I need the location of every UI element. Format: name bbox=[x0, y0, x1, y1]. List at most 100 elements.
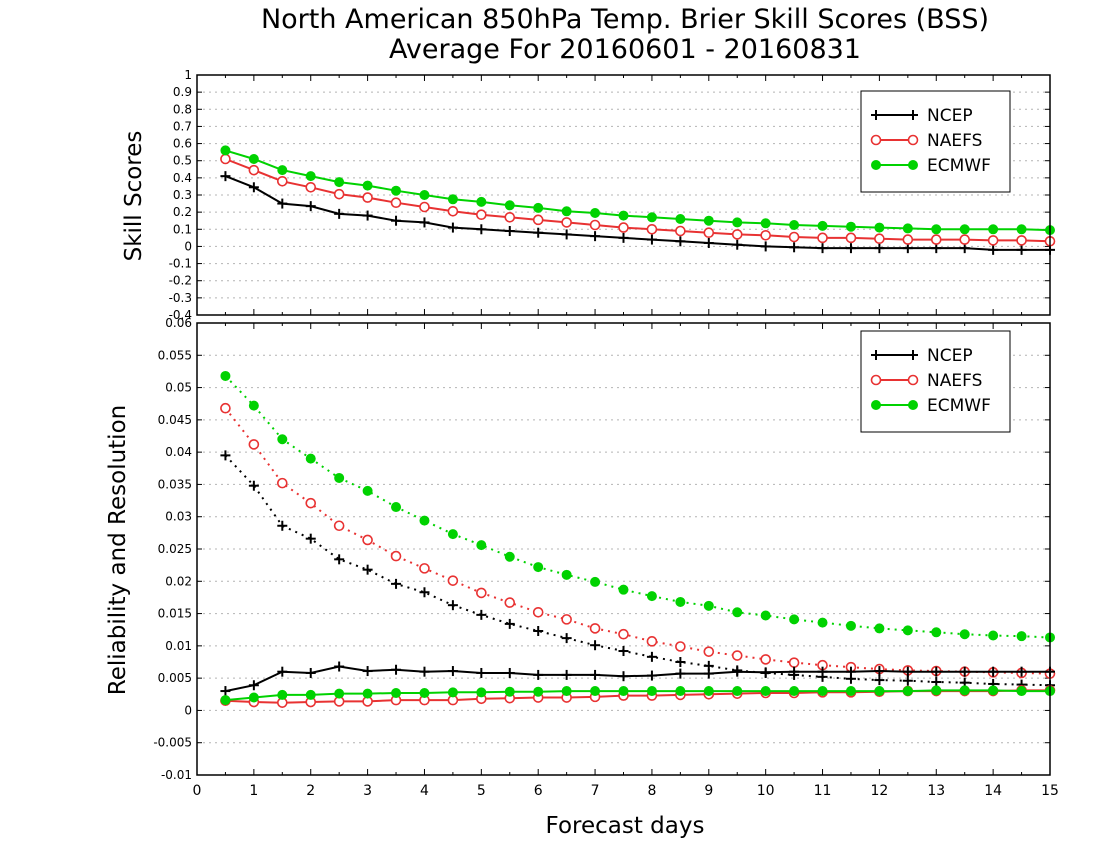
data-point bbox=[902, 234, 914, 245]
data-point bbox=[248, 692, 259, 703]
data-point bbox=[959, 666, 970, 677]
chart-title-line1: North American 850hPa Temp. Brier Skill … bbox=[261, 4, 989, 35]
data-point bbox=[533, 686, 544, 697]
data-point bbox=[1016, 235, 1027, 246]
legend-label: NCEP bbox=[927, 346, 973, 366]
data-point bbox=[1016, 686, 1027, 697]
data-point bbox=[590, 576, 601, 587]
data-point bbox=[561, 614, 572, 625]
x-tick-label: 14 bbox=[984, 783, 1002, 799]
data-point bbox=[362, 192, 373, 203]
data-point bbox=[988, 630, 999, 641]
data-point bbox=[362, 180, 373, 191]
data-point bbox=[817, 666, 828, 677]
data-point bbox=[760, 218, 771, 229]
data-point bbox=[618, 584, 629, 595]
data-point bbox=[561, 569, 572, 580]
data-point bbox=[476, 587, 487, 599]
data-point bbox=[760, 229, 771, 241]
data-point bbox=[646, 686, 657, 697]
data-point bbox=[447, 194, 458, 205]
data-point bbox=[277, 666, 288, 677]
data-point bbox=[618, 210, 629, 221]
data-point bbox=[760, 667, 771, 678]
data-point bbox=[419, 587, 430, 598]
data-point bbox=[987, 235, 999, 246]
legend-label: NCEP bbox=[927, 106, 973, 126]
y-tick-label: -0.4 bbox=[169, 308, 192, 322]
x-tick-label: 0 bbox=[193, 783, 202, 799]
series-ecmwf-2 bbox=[220, 370, 1055, 643]
data-point bbox=[703, 600, 714, 611]
data-point bbox=[334, 554, 345, 565]
data-point bbox=[447, 222, 458, 233]
data-point bbox=[419, 687, 430, 698]
data-point bbox=[988, 244, 999, 255]
data-point bbox=[476, 209, 487, 221]
data-point bbox=[277, 165, 288, 176]
series-line bbox=[224, 407, 1051, 675]
data-point bbox=[845, 666, 856, 677]
data-point bbox=[732, 686, 743, 697]
data-point bbox=[419, 666, 430, 677]
data-point bbox=[220, 370, 231, 381]
data-point bbox=[277, 198, 288, 209]
legend-marker-right bbox=[907, 134, 919, 146]
top-y-axis-label: Skill Scores bbox=[121, 131, 147, 262]
data-point bbox=[533, 227, 544, 238]
data-point bbox=[788, 657, 800, 668]
data-point bbox=[902, 223, 913, 234]
legend-marker-right bbox=[908, 350, 918, 360]
y-tick-label: 0.015 bbox=[158, 607, 192, 621]
series-naefs-1 bbox=[220, 402, 1056, 679]
data-point bbox=[874, 623, 885, 634]
data-point bbox=[362, 666, 373, 677]
y-tick-label: -0.2 bbox=[169, 274, 192, 288]
data-point bbox=[1016, 224, 1027, 235]
data-point bbox=[988, 224, 999, 235]
legend-marker-left bbox=[870, 374, 882, 386]
data-point bbox=[334, 208, 345, 219]
data-point bbox=[703, 668, 714, 679]
data-point bbox=[476, 224, 487, 235]
data-point bbox=[419, 515, 430, 526]
data-point bbox=[333, 188, 345, 200]
data-point bbox=[902, 666, 913, 677]
data-point bbox=[504, 551, 515, 562]
data-point bbox=[732, 607, 743, 618]
data-point bbox=[731, 650, 743, 661]
data-point bbox=[504, 686, 515, 697]
data-point bbox=[561, 669, 572, 680]
data-point bbox=[590, 640, 601, 651]
skill-scores-panel: -0.4 -0.3 -0.2 -0.1 0 0.1 0.2 0.3 0.4 0.5 0.6 0.7 0.… bbox=[169, 68, 1056, 322]
data-point bbox=[902, 675, 913, 686]
legend-marker-right bbox=[907, 374, 919, 386]
data-point bbox=[476, 540, 487, 551]
y-tick-label: 0.8 bbox=[173, 102, 192, 116]
series-line bbox=[225, 665, 1050, 693]
y-tick-label: 0.04 bbox=[165, 445, 192, 459]
data-point bbox=[277, 434, 288, 445]
data-point bbox=[902, 625, 913, 636]
bottom-y-axis-label: Reliability and Resolution bbox=[105, 405, 131, 695]
data-point bbox=[305, 453, 316, 464]
legend-marker-left bbox=[871, 350, 881, 360]
data-point bbox=[447, 687, 458, 698]
data-point bbox=[504, 200, 515, 211]
y-tick-label: 0 bbox=[184, 239, 192, 253]
y-tick-label: 0.2 bbox=[173, 205, 192, 219]
data-point bbox=[419, 217, 430, 228]
y-tick-label: 0.03 bbox=[165, 510, 192, 524]
series-naefs-1 bbox=[220, 153, 1056, 247]
data-point bbox=[590, 686, 601, 697]
series-ncep-3 bbox=[220, 661, 1055, 697]
data-point bbox=[760, 241, 771, 252]
series-ncep-0 bbox=[220, 171, 1055, 255]
series-ncep-0 bbox=[220, 450, 1055, 691]
data-point bbox=[874, 243, 885, 254]
data-point bbox=[533, 202, 544, 213]
data-point bbox=[533, 562, 544, 573]
x-tick-label: 10 bbox=[757, 783, 775, 799]
y-tick-label: 0.3 bbox=[173, 188, 192, 202]
data-point bbox=[931, 685, 942, 696]
